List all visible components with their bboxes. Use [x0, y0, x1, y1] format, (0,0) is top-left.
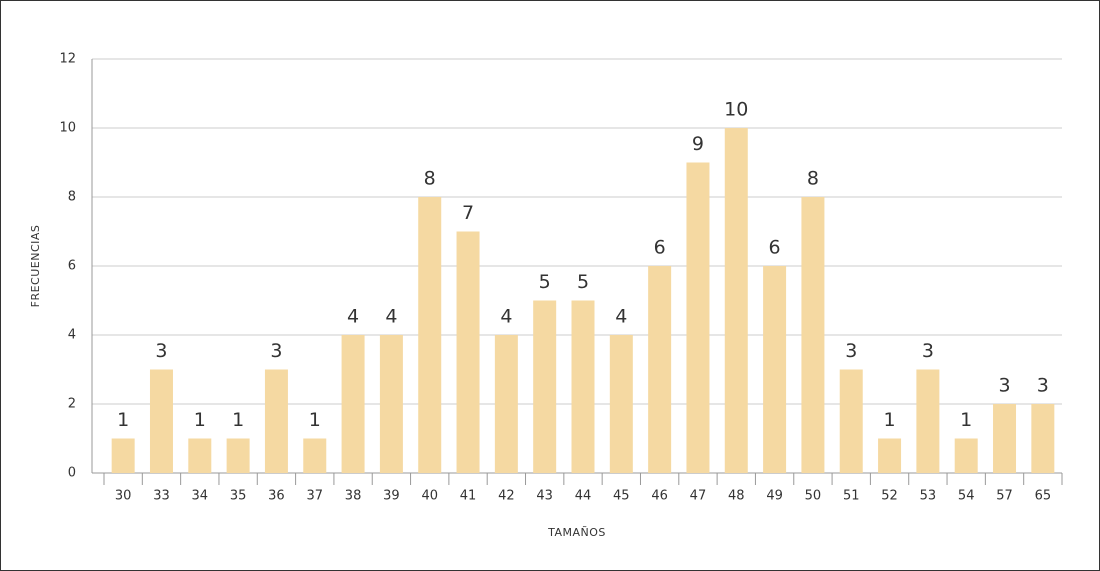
x-tick-label: 49	[766, 489, 783, 504]
x-tick-label: 65	[1035, 489, 1052, 504]
bar	[149, 369, 173, 473]
data-label: 1	[194, 409, 206, 431]
x-tick-label: 34	[192, 489, 209, 504]
x-tick-label: 44	[575, 489, 592, 504]
x-tick-label: 46	[651, 489, 668, 504]
data-label: 3	[922, 340, 934, 362]
x-tick-label: 51	[843, 489, 860, 504]
bar	[916, 369, 940, 473]
data-label: 3	[998, 375, 1010, 397]
bar	[341, 335, 365, 473]
data-label: 4	[615, 306, 627, 328]
data-label: 4	[500, 306, 512, 328]
data-label: 5	[539, 271, 551, 293]
bar	[533, 300, 557, 473]
x-axis-label: TAMAÑOS	[547, 526, 606, 539]
bar	[303, 438, 327, 473]
data-label: 1	[884, 409, 896, 431]
bar	[954, 438, 978, 473]
data-label: 6	[654, 237, 666, 259]
y-tick-label: 12	[59, 52, 76, 67]
data-label: 1	[309, 409, 321, 431]
x-tick-label: 38	[345, 489, 362, 504]
y-axis-label: FRECUENCIAS	[29, 225, 42, 308]
data-label: 7	[462, 202, 474, 224]
y-tick-label: 0	[68, 466, 76, 481]
bar	[724, 128, 748, 473]
data-label: 3	[155, 340, 167, 362]
bar	[111, 438, 135, 473]
bar	[418, 197, 442, 473]
bar	[264, 369, 288, 473]
data-label: 6	[769, 237, 781, 259]
x-tick-label: 43	[536, 489, 553, 504]
data-label: 9	[692, 133, 704, 155]
data-label: 1	[117, 409, 129, 431]
x-tick-label: 33	[153, 489, 170, 504]
x-tick-label: 47	[690, 489, 707, 504]
x-tick-label: 48	[728, 489, 745, 504]
data-label: 1	[960, 409, 972, 431]
bar	[609, 335, 633, 473]
data-label: 10	[724, 99, 748, 121]
x-tick-label: 39	[383, 489, 400, 504]
x-tick-label: 37	[306, 489, 323, 504]
bar	[456, 231, 480, 473]
data-label: 3	[845, 340, 857, 362]
data-label: 1	[232, 409, 244, 431]
bar	[571, 300, 595, 473]
bar	[839, 369, 863, 473]
x-tick-label: 35	[230, 489, 247, 504]
x-tick-label: 45	[613, 489, 630, 504]
bar	[993, 404, 1017, 473]
data-label: 4	[347, 306, 359, 328]
bar	[188, 438, 212, 473]
data-label: 8	[807, 168, 819, 190]
bar	[801, 197, 825, 473]
bar	[379, 335, 403, 473]
bar	[763, 266, 787, 473]
y-tick-label: 2	[68, 397, 76, 412]
x-tick-label: 53	[920, 489, 937, 504]
y-tick-label: 6	[68, 259, 76, 274]
data-label: 8	[424, 168, 436, 190]
x-tick-label: 36	[268, 489, 285, 504]
x-tick-label: 41	[460, 489, 477, 504]
bar	[226, 438, 250, 473]
bar	[494, 335, 518, 473]
x-tick-label: 50	[805, 489, 822, 504]
data-label: 3	[1037, 375, 1049, 397]
y-tick-label: 4	[68, 328, 76, 343]
y-tick-label: 8	[68, 190, 76, 205]
x-tick-label: 42	[498, 489, 515, 504]
bar	[1031, 404, 1055, 473]
x-tick-label: 52	[881, 489, 898, 504]
x-tick-label: 40	[421, 489, 438, 504]
data-label: 4	[385, 306, 397, 328]
data-label: 3	[270, 340, 282, 362]
bar	[878, 438, 902, 473]
y-tick-label: 10	[59, 121, 76, 136]
bar	[686, 162, 710, 473]
bar	[648, 266, 672, 473]
x-tick-label: 30	[115, 489, 132, 504]
x-tick-label: 57	[996, 489, 1013, 504]
x-tick-label: 54	[958, 489, 975, 504]
data-label: 5	[577, 271, 589, 293]
